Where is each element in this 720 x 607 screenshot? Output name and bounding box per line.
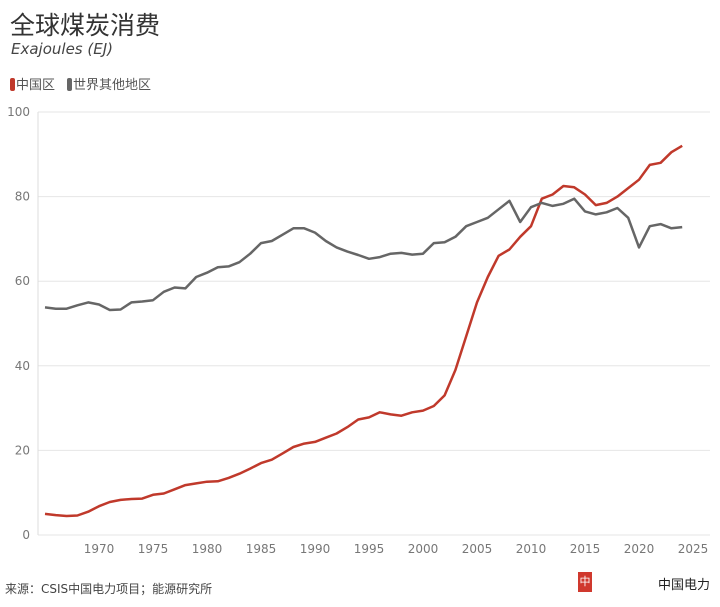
x-tick-label: 1975 [138, 542, 169, 556]
x-tick-label: 1990 [300, 542, 331, 556]
y-tick-label: 0 [22, 528, 30, 542]
y-tick-label: 100 [7, 105, 30, 119]
x-tick-label: 2025 [678, 542, 709, 556]
legend-swatch-china [10, 78, 15, 91]
x-tick-label: 2005 [462, 542, 493, 556]
x-tick-label: 1995 [354, 542, 385, 556]
legend-item-china: 中国区 [10, 74, 55, 93]
y-tick-label: 20 [15, 443, 30, 457]
source-note: 来源：CSIS中国电力项目；能源研究所 [5, 582, 213, 596]
x-tick-label: 1985 [246, 542, 277, 556]
legend-label-china: 中国区 [16, 78, 56, 93]
x-tick-label: 2000 [408, 542, 439, 556]
legend: 中国区 世界其他地区 [10, 74, 151, 93]
legend-item-rest-of-world: 世界其他地区 [67, 74, 151, 93]
series-line-rest-of-world [44, 197, 683, 312]
brand-logo-icon: 中 [578, 572, 592, 592]
x-tick-label: 1970 [84, 542, 115, 556]
legend-label-rest-of-world: 世界其他地区 [73, 78, 152, 93]
chart-subtitle: Exajoules (EJ) [11, 40, 113, 58]
x-tick-label: 2015 [570, 542, 601, 556]
y-tick-label: 80 [15, 190, 30, 204]
x-tick-label: 1980 [192, 542, 223, 556]
legend-swatch-rest-of-world [67, 78, 73, 91]
brand-name: 中国电力 [658, 578, 711, 593]
series-line-china [44, 144, 683, 518]
y-tick-label: 40 [15, 359, 30, 373]
chart-title: 全球煤炭消费 [10, 11, 161, 40]
x-tick-label: 2010 [516, 542, 547, 556]
y-tick-label: 60 [15, 274, 30, 288]
x-tick-label: 2020 [624, 542, 655, 556]
